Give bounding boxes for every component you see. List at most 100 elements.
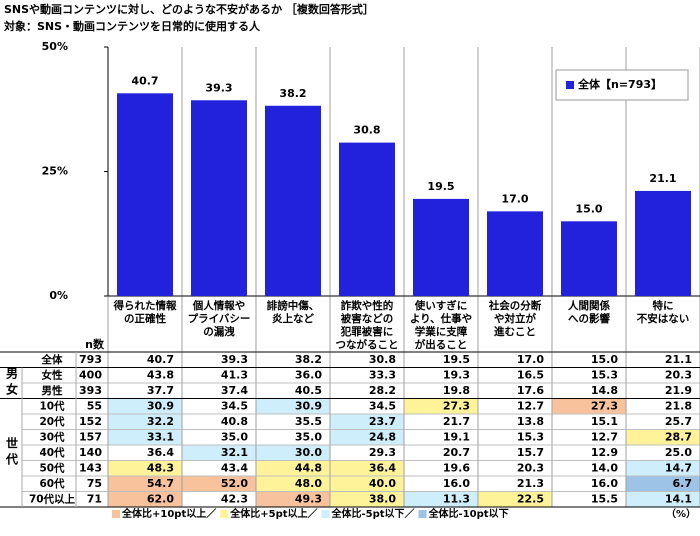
x-tick-label: つながること xyxy=(336,338,399,351)
group-label: 男女 xyxy=(5,367,19,399)
highlight-cell xyxy=(108,399,182,414)
highlight-cell xyxy=(330,430,404,445)
table-cell: 33.1 xyxy=(147,430,174,443)
table-cell: 6.7 xyxy=(673,477,693,490)
highlight-cell xyxy=(626,461,700,476)
bar xyxy=(561,221,617,296)
table-cell: 21.9 xyxy=(665,384,692,397)
highlight-cell xyxy=(108,414,182,429)
table-cell: 14.7 xyxy=(665,461,692,474)
row-n: 71 xyxy=(87,492,102,505)
value-label: 39.3 xyxy=(205,81,232,94)
highlight-label: 全体比+10pt以上／ xyxy=(121,507,216,520)
x-tick-label: 社会の分断 xyxy=(488,299,542,312)
table-cell: 19.8 xyxy=(443,384,470,397)
highlight-label: 全体比-5pt以下／ xyxy=(331,507,415,520)
table-cell: 36.4 xyxy=(369,461,396,474)
table-cell: 39.3 xyxy=(221,353,248,366)
table-cell: 28.2 xyxy=(369,384,396,397)
x-tick-label: 犯罪被害に xyxy=(340,325,394,338)
highlight-cell xyxy=(626,492,700,507)
table-cell: 19.1 xyxy=(443,430,470,443)
table-cell: 35.0 xyxy=(221,430,248,443)
value-label: 19.5 xyxy=(427,180,454,193)
title: SNSや動画コンテンツに対し、どのような不安があるか ［複数回答形式］ xyxy=(4,2,374,16)
value-label: 30.8 xyxy=(353,124,380,137)
highlight-cell xyxy=(256,445,330,460)
highlight-cell xyxy=(626,430,700,445)
row-n: 793 xyxy=(79,353,102,366)
table-cell: 48.0 xyxy=(295,477,322,490)
value-label: 15.0 xyxy=(575,202,602,215)
x-tick-label: 個人情報や xyxy=(192,299,246,312)
bar xyxy=(413,198,469,296)
row-n: 157 xyxy=(79,430,102,443)
highlight-cell xyxy=(478,492,552,507)
highlight-cell xyxy=(256,492,330,507)
table-cell: 14.0 xyxy=(591,461,618,474)
table-cell: 28.7 xyxy=(665,430,692,443)
table-cell: 35.5 xyxy=(295,415,322,428)
table-cell: 40.8 xyxy=(221,415,248,428)
table-cell: 30.9 xyxy=(147,399,174,412)
group-label: 世代 xyxy=(5,435,19,468)
highlight-cell xyxy=(108,492,182,507)
table-cell: 21.7 xyxy=(443,415,470,428)
bar xyxy=(117,93,173,297)
legend-swatch xyxy=(566,81,574,89)
row-label: 10代 xyxy=(39,399,65,412)
row-label: 30代 xyxy=(39,430,65,443)
x-tick-label: が出ること xyxy=(415,338,468,351)
bar xyxy=(265,105,321,296)
x-tick-label: 学業に支障 xyxy=(415,325,468,338)
table-cell: 52.0 xyxy=(221,477,248,490)
row-label: 全体 xyxy=(41,353,63,366)
table-cell: 33.3 xyxy=(369,368,396,381)
x-tick-label: 特に xyxy=(653,299,674,312)
table-cell: 49.3 xyxy=(295,492,322,505)
highlight-cell xyxy=(108,461,182,476)
table-cell: 15.3 xyxy=(591,368,618,381)
table-cell: 37.7 xyxy=(147,384,174,397)
highlight-cell xyxy=(256,399,330,414)
bar xyxy=(635,190,691,296)
table-cell: 29.3 xyxy=(369,446,396,459)
table-cell: 21.1 xyxy=(665,353,692,366)
x-tick-label: 人間関係 xyxy=(568,299,610,312)
x-tick-label: より、仕事や xyxy=(410,312,472,325)
table-cell: 21.8 xyxy=(665,399,692,412)
table-cell: 20.3 xyxy=(665,368,692,381)
x-tick-label: 炎上など xyxy=(272,312,314,325)
y-tick-label: 25% xyxy=(42,165,68,178)
table-cell: 15.3 xyxy=(517,430,544,443)
y-tick-label: 50% xyxy=(42,40,68,53)
highlight-cell xyxy=(182,445,256,460)
table-cell: 15.1 xyxy=(591,415,618,428)
x-tick-label: プライバシー xyxy=(188,312,251,325)
legend-box xyxy=(555,69,689,101)
x-tick-label: への影響 xyxy=(568,312,610,325)
row-n: 393 xyxy=(79,384,102,397)
highlight-cell xyxy=(404,399,478,414)
table-cell: 12.7 xyxy=(517,399,544,412)
value-label: 40.7 xyxy=(131,74,158,87)
table-cell: 25.0 xyxy=(665,446,692,459)
highlight-cell xyxy=(256,461,330,476)
table-cell: 19.5 xyxy=(443,353,470,366)
table-cell: 16.5 xyxy=(517,368,544,381)
value-label: 38.2 xyxy=(279,87,306,100)
n-header: n数 xyxy=(85,337,105,351)
table-cell: 54.7 xyxy=(147,477,174,490)
table-cell: 36.0 xyxy=(295,368,322,381)
x-tick-label: 得られた情報 xyxy=(113,299,177,312)
table-cell: 48.3 xyxy=(147,461,174,474)
bar xyxy=(487,211,543,296)
table-cell: 14.1 xyxy=(665,492,692,505)
table-cell: 19.6 xyxy=(443,461,470,474)
table-cell: 36.4 xyxy=(147,446,174,459)
table-cell: 35.0 xyxy=(295,430,322,443)
highlight-swatch xyxy=(418,510,427,518)
x-tick-label: 被害などの xyxy=(341,312,394,325)
table-cell: 30.0 xyxy=(295,446,322,459)
row-n: 400 xyxy=(79,368,102,381)
